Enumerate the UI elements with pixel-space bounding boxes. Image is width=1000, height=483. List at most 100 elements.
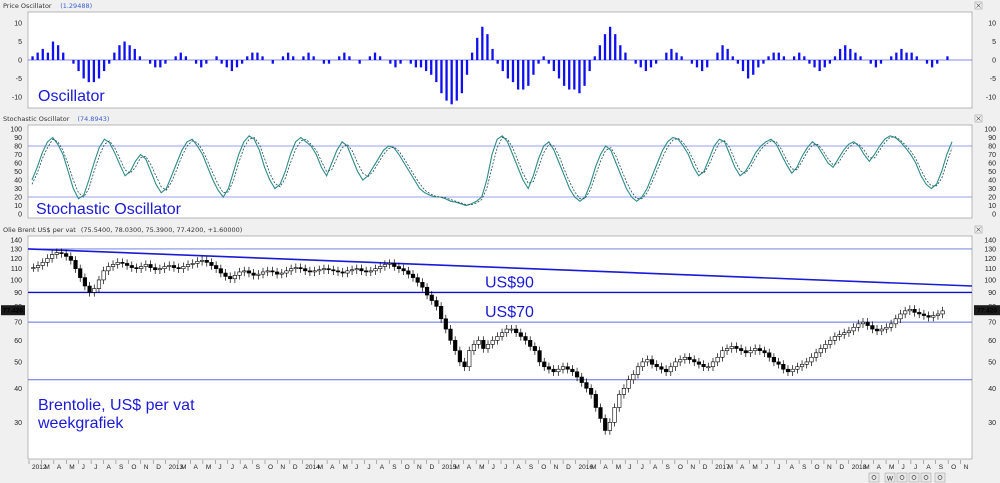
candle-down (134, 267, 139, 269)
x-tick-label: N (144, 464, 149, 471)
x-tick-label: A (516, 464, 521, 471)
candle-up (50, 254, 55, 259)
x-tick-label: 2018 (852, 464, 867, 471)
x-tick-label: M (343, 464, 348, 471)
scroll-right-icon[interactable] (868, 472, 880, 483)
candle-up (317, 269, 322, 272)
y-tick-label-left: 50 (14, 359, 22, 366)
x-tick-label: O (268, 464, 273, 471)
candle-down (73, 260, 78, 269)
plot-area (27, 235, 973, 460)
candle-up (279, 272, 284, 275)
scroll-left-icon[interactable] (896, 472, 908, 483)
price-badge-right-text: 77.420 (977, 308, 997, 315)
candle-up (101, 270, 106, 281)
zoom-out-icon[interactable] (920, 472, 932, 483)
y-tick-label-left: 40 (14, 178, 22, 185)
y-tick-label-left: -5 (16, 76, 22, 83)
stochastic-d-line (31, 136, 953, 206)
x-tick-label: M (752, 464, 757, 471)
candle-down (307, 270, 312, 273)
x-tick-label: 2012 (32, 464, 47, 471)
level-label: US$90 (485, 274, 534, 291)
candle-up (106, 266, 111, 272)
price-badge-left (1, 305, 25, 316)
candle-down (462, 361, 467, 368)
x-tick-label: A (926, 464, 931, 471)
candle-up (851, 327, 856, 332)
candle-up (181, 266, 186, 269)
week-icon[interactable]: W (884, 472, 896, 483)
y-tick-label-left: 5 (18, 39, 22, 46)
x-tick-label: A (107, 464, 112, 471)
candle-down (649, 359, 655, 365)
x-tick-label: M (181, 464, 186, 471)
x-tick-label: S (802, 464, 807, 471)
candle-down (420, 282, 425, 288)
y-tick-label-left: 90 (14, 135, 22, 142)
brent-annotation-line2: weekgrafiek (37, 415, 124, 432)
candle-up (837, 334, 842, 337)
x-tick-label: J (231, 464, 234, 471)
candle-up (312, 270, 317, 273)
y-tick-label-left: 30 (14, 186, 22, 193)
zoom-in-icon[interactable] (908, 472, 920, 483)
settings-icon[interactable] (934, 472, 946, 483)
x-tick-label: J (901, 464, 904, 471)
y-tick-label-right: 90 (988, 135, 996, 142)
candle-up (889, 323, 894, 328)
trend-line (27, 248, 973, 287)
candle-down (209, 262, 214, 266)
y-tick-label-right: 60 (988, 338, 996, 345)
panel-close-icon-stroke (976, 227, 981, 232)
zoom-in-icon-glyph (911, 475, 917, 480)
x-tick-label: M (454, 464, 459, 471)
x-tick-label: M (728, 464, 733, 471)
candle-down (453, 340, 458, 351)
candle-up (387, 263, 392, 265)
candle-down (654, 364, 659, 368)
brent-annotation-line1: Brentolie, US$ per vat (38, 397, 195, 414)
y-tick-label-left: 50 (14, 169, 22, 176)
zoom-out-icon-frame (920, 472, 932, 483)
x-tick-label: M (616, 464, 621, 471)
level-label: US$70 (485, 304, 534, 321)
candle-down (125, 263, 130, 266)
x-tick-label: J (641, 464, 644, 471)
x-tick-label: S (665, 464, 670, 471)
candle-up (617, 394, 622, 408)
x-tick-label: A (467, 464, 472, 471)
candle-down (701, 364, 706, 368)
y-tick-label-right: 120 (984, 256, 996, 263)
candle-down (223, 272, 228, 277)
candle-down (696, 361, 702, 365)
candle-up (157, 268, 162, 271)
candle-down (523, 336, 528, 341)
candle-up (54, 252, 59, 255)
candle-up (382, 264, 387, 267)
candle-down (570, 368, 575, 373)
candle-up (354, 268, 359, 271)
candle-down (82, 277, 87, 287)
candle-up (668, 366, 673, 373)
candle-down (120, 262, 125, 264)
y-tick-label-right: 50 (988, 359, 996, 366)
x-tick-label: J (355, 464, 358, 471)
candle-up (631, 374, 636, 381)
candle-down (246, 270, 252, 274)
candle-up (185, 264, 191, 267)
candle-down (551, 368, 556, 373)
candle-up (509, 328, 514, 331)
x-tick-label: N (690, 464, 695, 471)
chart-toolbar: W (868, 472, 946, 483)
panel-title: Stochastic Oscillator (3, 115, 70, 123)
plot-area (27, 124, 973, 219)
candle-up (143, 264, 148, 267)
candle-up (884, 327, 889, 330)
candle-down (743, 350, 748, 354)
x-tick-label: A (330, 464, 335, 471)
y-tick-label-right: 40 (988, 178, 996, 185)
candle-down (589, 388, 594, 395)
